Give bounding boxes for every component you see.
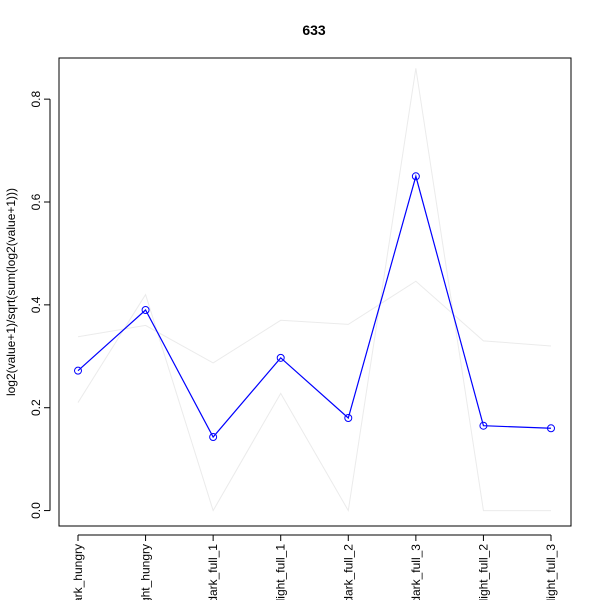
x-tick-label: dark_full_2 — [341, 544, 355, 600]
y-tick-label: 0.4 — [29, 296, 43, 313]
plot-frame — [58, 57, 572, 527]
y-tick-label: 0.6 — [29, 193, 43, 210]
x-tick-label: light_full_3 — [544, 544, 558, 600]
plot-area: 0.0 0.2 0.4 0.6 0.8 dark_hungry light_hungry da… — [29, 57, 572, 605]
data-point — [344, 414, 353, 422]
main-series-line — [77, 174, 552, 439]
background-series-line-2 — [77, 68, 551, 513]
x-tick-label: light_full_2 — [476, 544, 490, 600]
data-point — [74, 366, 82, 375]
data-point — [141, 306, 150, 314]
y-tick-label: 0.0 — [29, 502, 43, 519]
data-point — [209, 433, 218, 442]
data-point — [276, 353, 285, 362]
x-tick-label: dark_full_1 — [206, 544, 220, 600]
x-tick-label: light_hungry — [139, 544, 153, 600]
y-tick-label: 0.2 — [29, 399, 43, 416]
data-point — [411, 172, 420, 181]
background-series-line-1 — [77, 280, 552, 364]
chart-title: 633 — [302, 22, 326, 38]
y-tick-label: 0.8 — [29, 90, 43, 107]
x-tick-label: dark_hungry — [71, 544, 85, 600]
y-axis-label: log2(value+1)/sqrt(sum(log2(value+1))) — [4, 188, 18, 396]
x-tick-label: dark_full_3 — [409, 544, 423, 600]
x-tick-label: light_full_1 — [274, 544, 288, 600]
data-point — [479, 421, 488, 430]
data-point — [547, 424, 555, 433]
